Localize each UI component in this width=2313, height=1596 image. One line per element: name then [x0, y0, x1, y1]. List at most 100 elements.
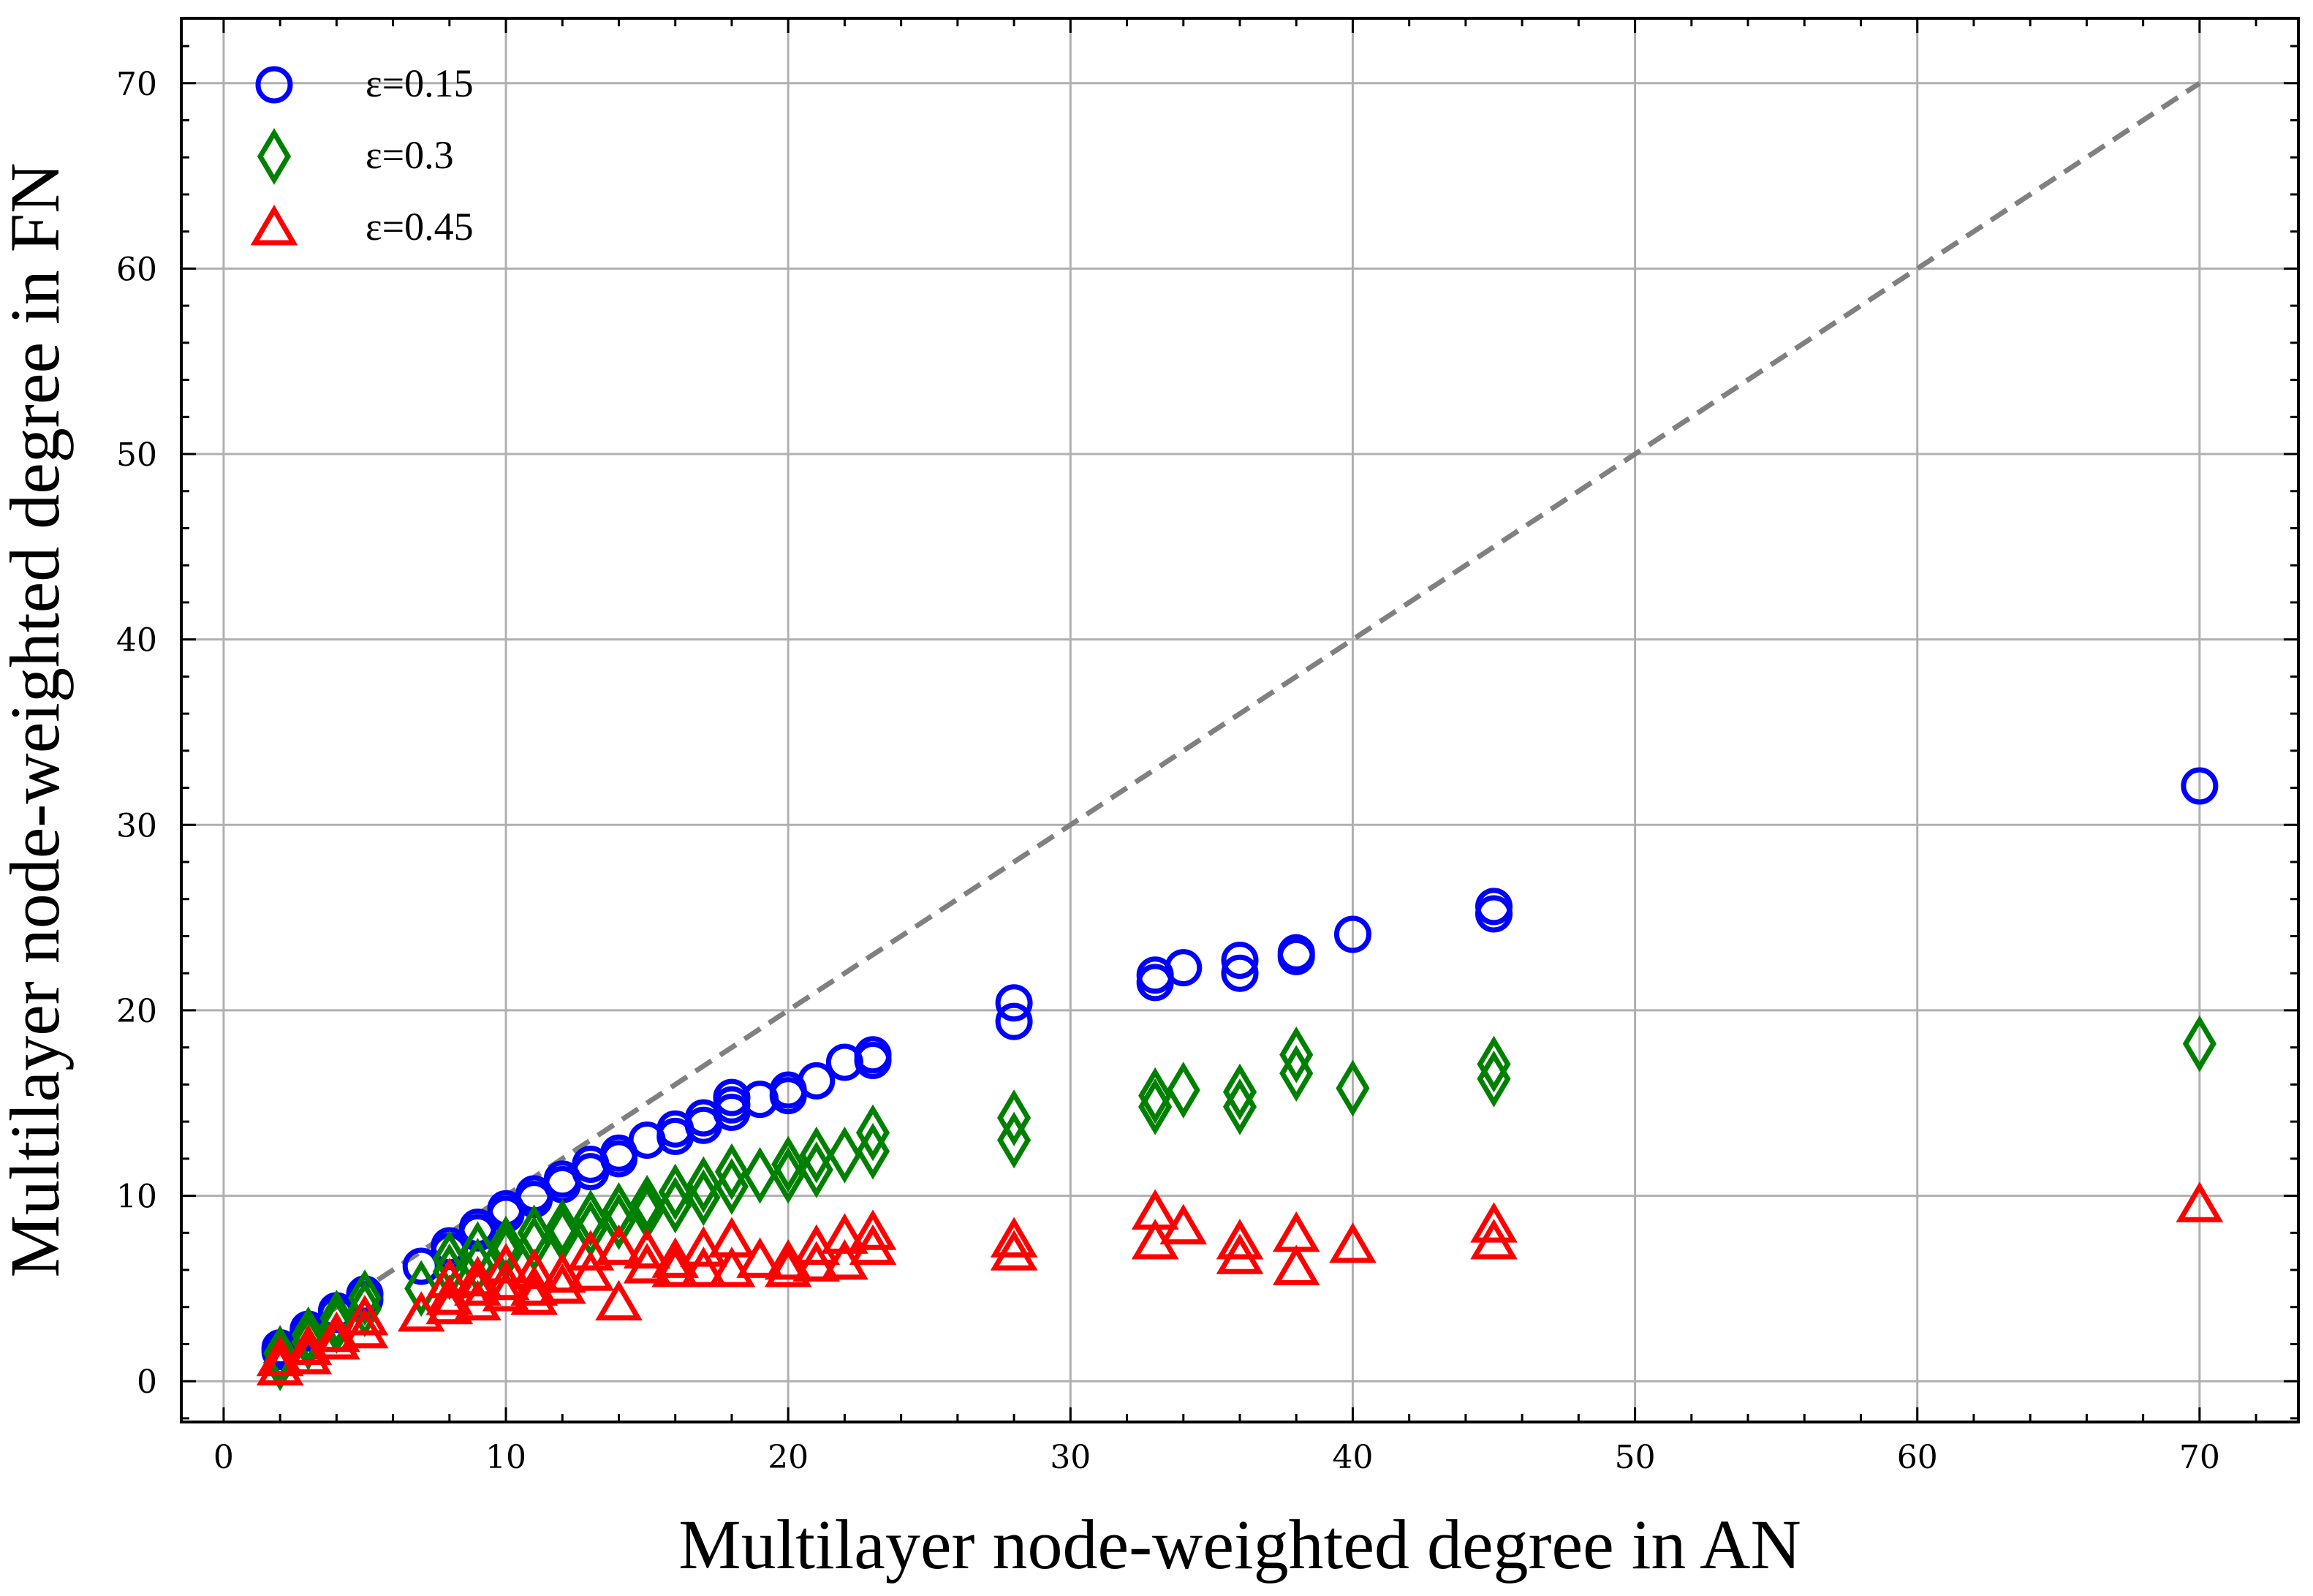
x-tick-label: 10 — [485, 1439, 526, 1476]
x-tick-label: 20 — [768, 1439, 809, 1476]
data-point-diamond — [1477, 1035, 1511, 1093]
data-point-triangle — [821, 1213, 868, 1254]
y-tick-label: 40 — [116, 622, 157, 659]
data-point-diamond — [2182, 1015, 2217, 1073]
data-point-triangle — [595, 1224, 643, 1266]
legend-marker-shape — [255, 66, 293, 104]
data-point-diamond — [1336, 1059, 1370, 1117]
data-point-diamond — [263, 1325, 298, 1383]
data-point-diamond — [828, 1126, 862, 1184]
data-point-diamond — [771, 1146, 806, 1204]
legend-marker-shape — [257, 128, 292, 185]
legend-diamond-marker — [257, 128, 292, 185]
data-point-triangle — [1470, 1202, 1518, 1243]
data-point-diamond — [686, 1156, 721, 1214]
data-point-triangle — [341, 1307, 389, 1349]
legend-circle-marker — [255, 66, 293, 104]
data-point-triangle — [1272, 1244, 1320, 1285]
data-point-triangle — [425, 1257, 474, 1298]
axis-ticks — [181, 18, 2298, 1422]
y-tick-label: 70 — [116, 66, 157, 103]
data-point-circle — [995, 1002, 1033, 1040]
data-point-diamond — [658, 1176, 692, 1234]
data-point-diamond — [545, 1198, 580, 1256]
data-point-circle — [995, 984, 1033, 1022]
data-point-triangle — [567, 1230, 615, 1271]
data-point-triangle — [567, 1250, 615, 1291]
legend-triangle-marker — [250, 205, 298, 246]
data-point-triangle — [680, 1226, 727, 1267]
data-point-circle — [458, 1214, 496, 1252]
data-point-triangle — [1216, 1219, 1264, 1260]
data-point-triangle — [341, 1295, 389, 1336]
y-tick-label: 30 — [116, 807, 157, 844]
data-point-triangle — [1470, 1219, 1518, 1260]
data-point-triangle — [1216, 1233, 1264, 1274]
data-point-circle — [1475, 895, 1513, 933]
data-point-diamond — [799, 1126, 833, 1184]
data-point-circle — [798, 1062, 836, 1100]
data-point-triangle — [651, 1247, 700, 1287]
data-point-circle — [1136, 964, 1174, 1002]
legend-label-eps-045: ε=0.45 — [366, 205, 474, 249]
data-point-diamond — [686, 1169, 721, 1226]
data-point-triangle — [764, 1247, 812, 1287]
data-point-triangle — [623, 1228, 671, 1269]
data-point-circle — [1333, 915, 1371, 953]
data-point-diamond — [347, 1269, 382, 1326]
y-tick-label: 10 — [116, 1179, 157, 1216]
data-point-circle — [600, 1140, 638, 1178]
data-point-diamond — [658, 1163, 692, 1221]
data-point-diamond — [714, 1143, 749, 1200]
series-triangle-group — [256, 1181, 2224, 1385]
data-point-diamond — [1138, 1078, 1173, 1135]
data-point-diamond — [291, 1306, 325, 1364]
y-tick-label: 60 — [116, 251, 157, 288]
data-point-circle — [1221, 941, 1259, 979]
data-point-triangle — [1329, 1222, 1377, 1263]
legend-label-eps-015: ε=0.15 — [366, 61, 474, 105]
data-point-triangle — [792, 1241, 841, 1282]
data-point-diamond — [1222, 1063, 1257, 1121]
data-point-diamond — [1166, 1062, 1200, 1119]
data-point-triangle — [2176, 1181, 2224, 1222]
data-point-triangle — [708, 1247, 756, 1287]
data-point-triangle — [849, 1209, 897, 1250]
data-point-diamond — [799, 1141, 833, 1198]
data-point-circle — [1165, 949, 1203, 987]
data-point-triangle — [454, 1279, 501, 1321]
data-point-triangle — [849, 1224, 897, 1266]
data-point-triangle — [510, 1248, 559, 1290]
data-point-triangle — [1159, 1203, 1208, 1245]
data-point-diamond — [291, 1314, 325, 1371]
legend-item-eps-045: ε=0.45 — [250, 205, 474, 249]
data-point-triangle — [623, 1243, 671, 1284]
data-point-diamond — [319, 1290, 354, 1347]
data-point-circle — [1221, 954, 1259, 992]
x-tick-label: 40 — [1332, 1439, 1373, 1476]
legend-item-eps-03: ε=0.3 — [257, 128, 454, 185]
x-tick-label: 0 — [213, 1439, 234, 1476]
data-point-diamond — [602, 1193, 636, 1250]
data-point-diamond — [1279, 1026, 1314, 1083]
x-tick-label: 70 — [2179, 1439, 2220, 1476]
y-tick-label: 0 — [137, 1364, 157, 1401]
data-point-triangle — [736, 1237, 784, 1278]
data-point-diamond — [404, 1260, 439, 1317]
x-tick-label: 50 — [1615, 1439, 1656, 1476]
x-tick-label: 60 — [1897, 1439, 1938, 1476]
legend-marker-shape — [250, 205, 298, 246]
data-point-circle — [769, 1077, 807, 1115]
data-point-diamond — [771, 1135, 806, 1193]
data-point-triangle — [538, 1252, 586, 1293]
series-diamond-group — [263, 1015, 2217, 1391]
legend-item-eps-015: ε=0.15 — [255, 61, 474, 105]
data-point-triangle — [680, 1247, 727, 1287]
data-point-triangle — [990, 1217, 1038, 1257]
data-point-diamond — [630, 1174, 665, 1232]
grid-lines — [181, 18, 2298, 1422]
data-point-diamond — [1279, 1045, 1314, 1103]
data-point-triangle — [482, 1243, 530, 1284]
